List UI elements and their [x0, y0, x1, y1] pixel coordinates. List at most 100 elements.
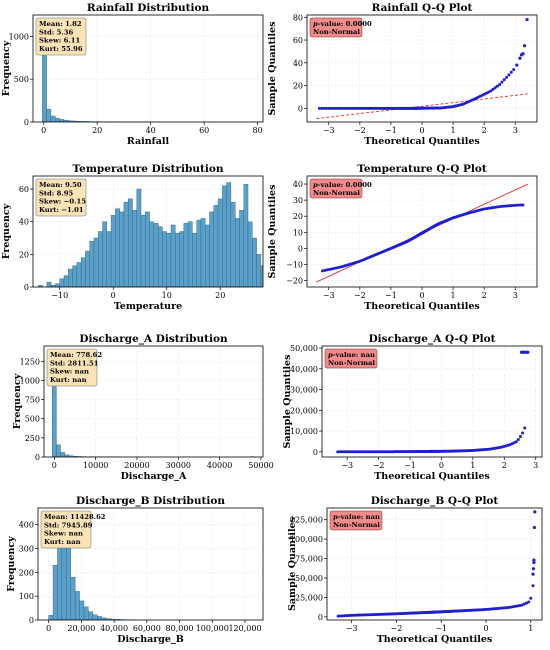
disB-qq-xtick-label-1: −2 — [391, 624, 403, 633]
disA-hist-xtick-label-2: 20000 — [124, 461, 149, 470]
temp-hist-title: Temperature Distribution — [73, 163, 224, 175]
rain-qq-point-128 — [509, 70, 513, 74]
rain-hist-ytick-label-1: 500 — [14, 75, 29, 84]
temp-qq-point-3 — [327, 267, 331, 271]
temp-qq-ytick-label-1: −10 — [286, 260, 303, 269]
disA-qq-pvalue-box — [324, 348, 378, 369]
temp-hist-bar-5 — [59, 278, 65, 287]
temp-hist-bar-35 — [187, 221, 193, 287]
disB-qq-point-139 — [531, 584, 535, 588]
disA-qq-xtick-label-1: −2 — [373, 461, 385, 470]
temp-hist-bar-12 — [89, 241, 95, 287]
disA-qq-point-2 — [340, 450, 344, 454]
disA-qq-title: Discharge_A Q-Q Plot — [369, 333, 496, 346]
temp-hist-bar-4 — [55, 283, 60, 287]
rain-qq-verdict: Non-Normal — [313, 28, 360, 36]
temp-hist-bar-41 — [213, 205, 219, 287]
temp-qq-point-133 — [508, 204, 512, 208]
temp-hist-bar-19 — [119, 211, 125, 287]
disA-qq-xtick-label-0: −3 — [341, 461, 353, 470]
temp-hist-bar-33 — [179, 231, 185, 287]
rain-qq-point-125 — [502, 78, 506, 82]
disA-hist-stat-3: Kurt: nan — [50, 376, 87, 384]
disB-qq-point-2 — [341, 614, 345, 618]
temp-hist-bar-13 — [93, 237, 99, 287]
temp-hist-bar-32 — [175, 232, 180, 287]
disB-qq-point-137 — [527, 600, 531, 604]
rain-qq-point-5 — [329, 106, 333, 110]
rain-qq-point-10 — [340, 106, 344, 110]
disB-hist-stat-0: Mean: 11428.62 — [44, 513, 106, 521]
disB-qq-outlier-4 — [532, 525, 536, 530]
disB-qq-pvalue-value: -value: nan — [338, 513, 380, 521]
disA-qq-xtick-label-5: 2 — [502, 461, 507, 470]
disA-hist-bar-2 — [60, 452, 65, 457]
rain-qq-pvalue-value: -value: 0.0000 — [318, 20, 372, 28]
temp-hist-bar-29 — [162, 231, 167, 287]
temp-hist-bar-2 — [46, 281, 52, 287]
rain-qq-point-4 — [327, 106, 331, 110]
temp-qq-xtick-label-4: 1 — [451, 291, 456, 300]
temp-hist-bar-37 — [196, 219, 202, 287]
temp-hist-bar-38 — [200, 218, 206, 287]
temp-hist-ytick-label-3: 60 — [19, 185, 29, 194]
disB-qq-ytick-label-1: 25,000 — [295, 593, 323, 602]
temp-hist-bar-11 — [85, 250, 90, 287]
temp-qq-xtick-label-6: 3 — [513, 291, 518, 300]
rain-qq-point-14 — [349, 106, 353, 110]
temp-qq-xtick-label-3: 0 — [419, 291, 424, 300]
temp-qq-title: Temperature Q-Q Plot — [357, 163, 487, 175]
disB-hist-ytick-label-4: 400 — [19, 521, 34, 530]
disB-qq-ytick-label-2: 50,000 — [295, 574, 323, 583]
rain-qq-ylabel: Sample Quantiles — [267, 22, 278, 116]
temp-hist-bar-22 — [132, 210, 137, 287]
disA-hist-stat-2: Skew: nan — [50, 368, 89, 376]
disA-qq-point-0 — [336, 450, 340, 454]
temp-qq-verdict: Non-Normal — [313, 189, 360, 197]
disB-hist-bar-4 — [66, 548, 71, 620]
disA-qq-point-4 — [344, 450, 348, 454]
disB-hist-bar-0 — [48, 615, 54, 620]
temp-hist-bar-36 — [192, 232, 197, 287]
temp-qq-point-138 — [519, 203, 523, 207]
rain-hist-stat-3: Kurt: 55.96 — [39, 45, 83, 53]
rain-qq-outlier-4 — [522, 44, 527, 48]
temp-hist-bar-45 — [230, 201, 236, 287]
disB-qq-outlier-0 — [531, 572, 535, 576]
temp-hist-bar-46 — [234, 218, 240, 287]
disB-qq-xtick-label-0: −3 — [346, 624, 358, 633]
temp-qq-ylabel: Sample Quantiles — [267, 185, 278, 279]
temp-hist-bar-52 — [260, 265, 263, 287]
temp-hist-bar-17 — [110, 214, 116, 287]
disB-qq-xtick-label-2: −1 — [435, 624, 447, 633]
disA-hist-bar-1 — [56, 444, 61, 457]
rain-qq-point-3 — [325, 106, 329, 110]
disA-qq-point-135 — [514, 440, 518, 444]
rain-hist-ytick-label-0: 0 — [24, 118, 29, 127]
temp-qq-ytick-label-4: 20 — [293, 212, 303, 221]
disB-qq-ytick-label-4: 100,000 — [290, 535, 323, 544]
disB-qq-verdict: Non-Normal — [333, 521, 380, 529]
rain-qq-outlier-0 — [515, 63, 519, 67]
rain-qq-point-119 — [489, 89, 493, 93]
disA-hist-xtick-label-5: 50000 — [248, 461, 273, 470]
temp-hist-bar-26 — [149, 221, 155, 287]
rain-qq-point-6 — [331, 106, 335, 110]
rain-qq-point-120 — [491, 87, 495, 91]
rain-qq-pvalue-symbol: p — [313, 20, 318, 28]
disB-qq-frame — [326, 507, 543, 621]
temp-hist-stat-0: Mean: 9.50 — [39, 181, 82, 189]
rain-hist-frame — [32, 14, 264, 123]
disA-hist-ylabel: Frequency — [12, 373, 23, 429]
temp-hist-xtick-label-2: 10 — [162, 291, 172, 300]
rain-qq-point-13 — [347, 106, 351, 110]
rain-hist-xtick-label-2: 40 — [146, 126, 156, 135]
disA-hist-ytick-label-0: 0 — [35, 453, 40, 462]
disB-hist-ytick-label-3: 300 — [19, 545, 34, 554]
temp-hist-bar-40 — [209, 211, 214, 287]
temp-qq-xtick-label-0: −3 — [323, 291, 335, 300]
disB-hist-xlabel: Discharge_B — [117, 634, 184, 645]
disB-hist-stat-3: Kurt: nan — [44, 538, 81, 546]
temp-hist-bar-27 — [153, 223, 159, 287]
temp-qq-ytick-label-2: 0 — [298, 244, 303, 253]
